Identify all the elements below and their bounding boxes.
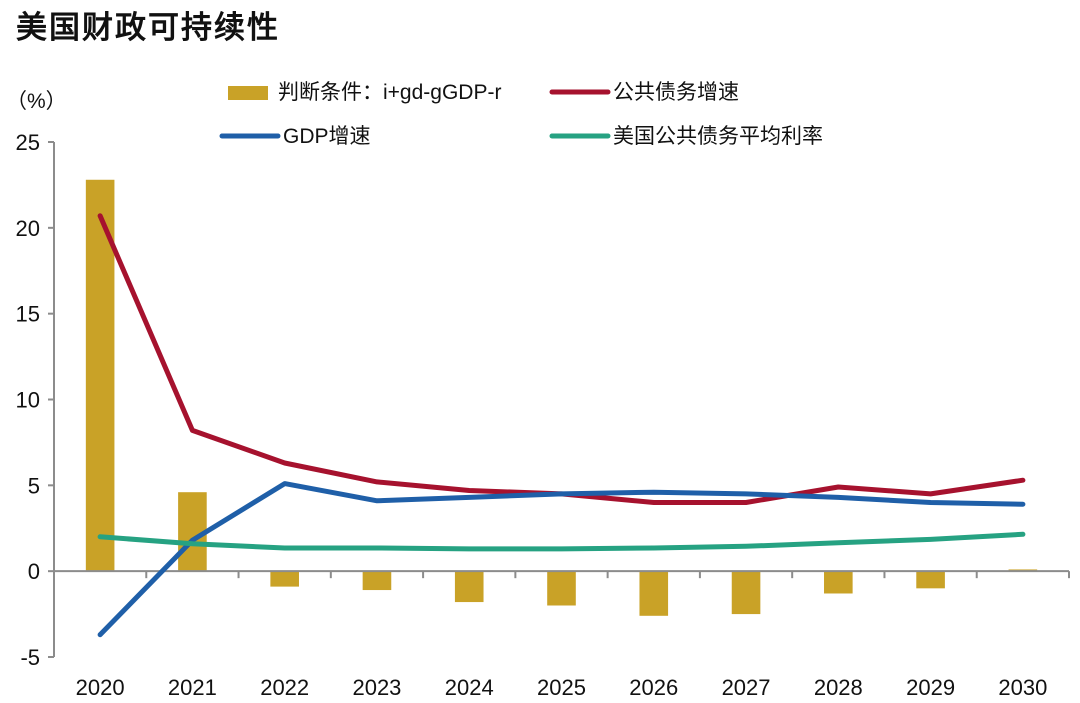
bar-2023 — [362, 571, 392, 591]
bar-2029 — [916, 571, 945, 589]
x-tick-label: 2023 — [352, 675, 401, 700]
tick-labels: 25 20 15 10 5 0 -5 2020 2021 2022 2023 2024 2025 2026… — [16, 130, 1048, 700]
line-公共债务增速 — [97, 213, 1026, 505]
y-tick-label: 25 — [16, 130, 40, 155]
bar-2026 — [639, 571, 669, 616]
bar-2020 — [85, 179, 115, 572]
legend-label: 美国公共债务平均利率 — [613, 125, 823, 148]
line-GDP增速 — [97, 481, 1026, 638]
chart-title: 美国财政可持续性 — [16, 10, 280, 46]
bar-2027 — [731, 571, 761, 615]
x-tick-label: 2027 — [722, 675, 771, 700]
x-tick-label: 2030 — [998, 675, 1047, 700]
line-美国公共债务平均利率 — [97, 531, 1026, 552]
y-tick-label: 20 — [16, 216, 40, 241]
x-tick-label: 2022 — [260, 675, 309, 700]
legend-label: 判断条件：i+gd-gGDP-r — [278, 81, 501, 104]
x-tick-label: 2026 — [629, 675, 678, 700]
x-tick-label: 2029 — [906, 675, 955, 700]
bar-2028 — [824, 571, 853, 594]
x-tick-label: 2020 — [76, 675, 125, 700]
axes — [48, 141, 1070, 658]
x-tick-label: 2021 — [168, 675, 217, 700]
y-tick-label: 5 — [28, 473, 40, 498]
x-tick-label: 2025 — [537, 675, 586, 700]
legend-swatch — [228, 86, 268, 100]
y-tick-label: -5 — [20, 645, 40, 670]
legend: 判断条件：i+gd-gGDP-r 公共债务增速 GDP增速 美国公共债务平均利率 — [219, 81, 823, 148]
y-axis-unit-label: （%） — [6, 90, 67, 113]
x-tick-label: 2024 — [445, 675, 494, 700]
y-tick-label: 0 — [28, 559, 40, 584]
bar-series — [85, 179, 1038, 616]
x-tick-label: 2028 — [814, 675, 863, 700]
bar-2025 — [547, 571, 576, 606]
legend-label: 公共债务增速 — [613, 81, 739, 104]
legend-label: GDP增速 — [283, 125, 371, 148]
bar-2024 — [454, 571, 484, 603]
line-series — [97, 213, 1026, 638]
bar-2022 — [270, 571, 299, 587]
y-tick-label: 15 — [16, 302, 40, 327]
y-tick-label: 10 — [16, 388, 40, 413]
